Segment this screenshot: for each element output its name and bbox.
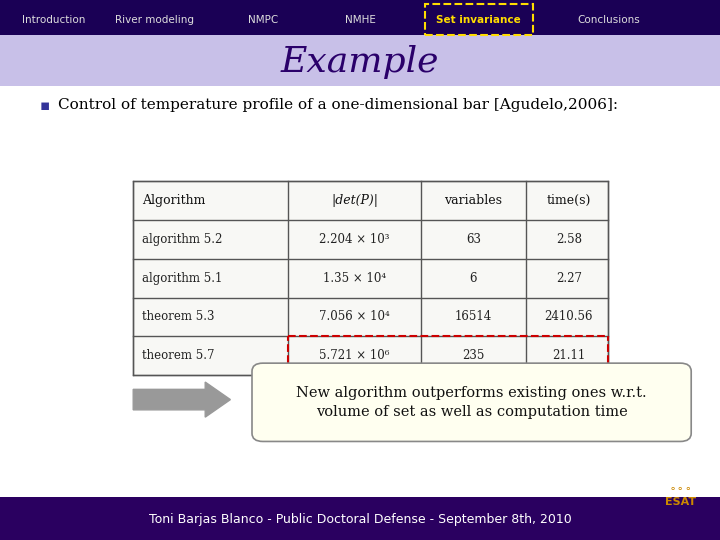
Text: ESAT: ESAT (665, 497, 696, 507)
FancyBboxPatch shape (252, 363, 691, 442)
Text: 5.721 × 10⁶: 5.721 × 10⁶ (320, 349, 390, 362)
Text: Set invariance: Set invariance (436, 15, 521, 25)
Text: algorithm 5.2: algorithm 5.2 (142, 233, 222, 246)
Text: New algorithm outperforms existing ones w.r.t.
volume of set as well as computat: New algorithm outperforms existing ones … (297, 386, 647, 419)
Text: NMPC: NMPC (248, 15, 278, 25)
Text: Example: Example (281, 45, 439, 79)
Text: time(s): time(s) (546, 194, 591, 207)
Text: 6: 6 (469, 272, 477, 285)
Text: 7.056 × 10⁴: 7.056 × 10⁴ (319, 310, 390, 323)
Text: Introduction: Introduction (22, 15, 86, 25)
FancyBboxPatch shape (0, 27, 720, 497)
Text: theorem 5.3: theorem 5.3 (142, 310, 215, 323)
Text: NMHE: NMHE (345, 15, 375, 25)
Text: theorem 5.7: theorem 5.7 (142, 349, 215, 362)
FancyBboxPatch shape (0, 497, 720, 540)
Text: variables: variables (444, 194, 503, 207)
Text: Toni Barjas Blanco - Public Doctoral Defense - September 8th, 2010: Toni Barjas Blanco - Public Doctoral Def… (148, 513, 572, 526)
Text: ▪: ▪ (40, 98, 50, 113)
Text: 16514: 16514 (455, 310, 492, 323)
FancyArrow shape (133, 382, 230, 417)
Text: 2.27: 2.27 (556, 272, 582, 285)
Text: 2410.56: 2410.56 (544, 310, 593, 323)
Text: River modeling: River modeling (115, 15, 194, 25)
FancyBboxPatch shape (0, 0, 720, 35)
Text: ⚬⚬⚬: ⚬⚬⚬ (668, 484, 693, 494)
FancyBboxPatch shape (0, 35, 720, 86)
Text: 21.11: 21.11 (552, 349, 585, 362)
Text: 2.204 × 10³: 2.204 × 10³ (320, 233, 390, 246)
Text: algorithm 5.1: algorithm 5.1 (142, 272, 222, 285)
Text: |det(P)|: |det(P)| (331, 194, 378, 207)
Text: 1.35 × 10⁴: 1.35 × 10⁴ (323, 272, 386, 285)
Text: 235: 235 (462, 349, 485, 362)
Text: 2.58: 2.58 (556, 233, 582, 246)
Text: Conclusions: Conclusions (577, 15, 640, 25)
Text: Control of temperature profile of a one-dimensional bar [Agudelo,2006]:: Control of temperature profile of a one-… (58, 98, 618, 112)
Text: Algorithm: Algorithm (142, 194, 205, 207)
Text: 63: 63 (466, 233, 481, 246)
FancyBboxPatch shape (133, 181, 608, 375)
